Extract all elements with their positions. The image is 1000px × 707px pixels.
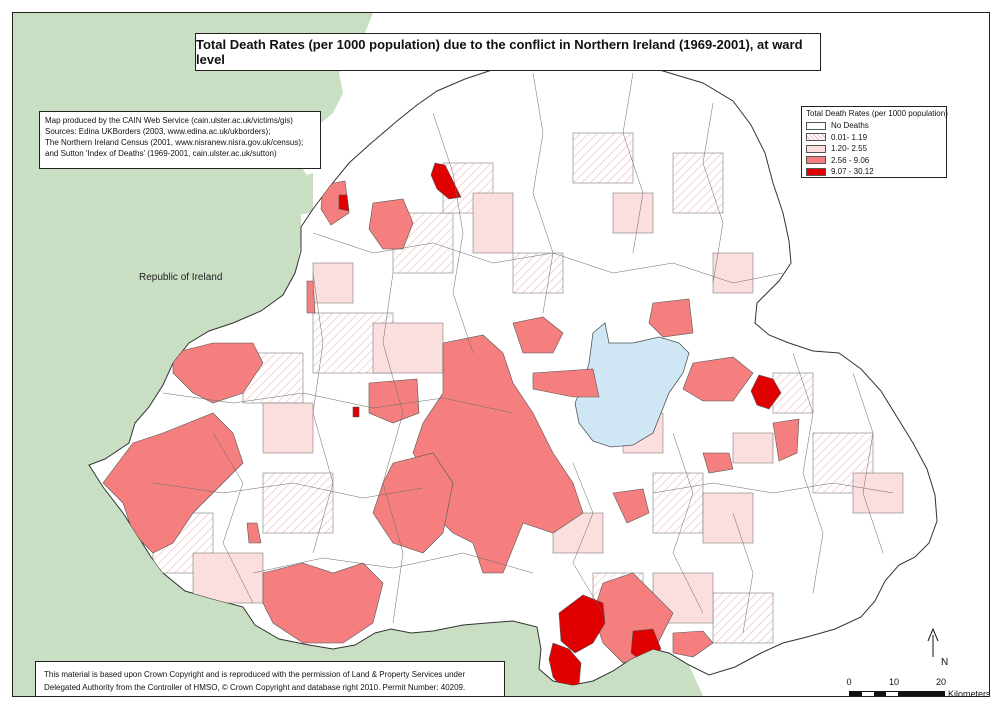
legend-item: 1.20- 2.55: [806, 143, 942, 155]
north-label: N: [935, 639, 955, 669]
roi-coast-donegal: [13, 163, 313, 243]
copyright-line: Delegated Authority from the Controller …: [44, 683, 466, 692]
copyright-line: This material is based upon Crown Copyri…: [44, 670, 466, 679]
scale-tick: 0: [846, 677, 852, 687]
legend-item: 0.01- 1.19: [806, 132, 942, 144]
legend-swatch-no-deaths: [806, 121, 826, 130]
legend-swatch-dark: [806, 167, 826, 176]
north-arrow-icon: [927, 627, 939, 657]
scale-tick: 20: [935, 677, 947, 687]
north-letter: N: [941, 657, 949, 668]
legend-item: No Deaths: [806, 120, 942, 132]
legend-label: 9.07 - 30.12: [831, 167, 874, 177]
source-line: Sources: Edina UKBorders (2003, www.edin…: [45, 127, 271, 136]
legend-swatch-mid: [806, 156, 826, 165]
scale-unit: Kilometers: [948, 689, 990, 697]
legend-label: No Deaths: [831, 121, 869, 131]
legend-label: 1.20- 2.55: [831, 144, 868, 154]
source-info: Map produced by the CAIN Web Service (ca…: [39, 111, 321, 169]
source-line: Map produced by the CAIN Web Service (ca…: [45, 116, 293, 125]
legend-title: Total Death Rates (per 1000 population): [806, 109, 948, 118]
map-frame: Total Death Rates (per 1000 population) …: [12, 12, 990, 697]
region-label: Republic of Ireland: [139, 272, 223, 283]
source-line: and Sutton 'Index of Deaths' (1969-2001,…: [45, 149, 277, 158]
scale-bar: [849, 691, 945, 696]
legend-item: 9.07 - 30.12: [806, 166, 942, 178]
scale-tick: 10: [888, 677, 900, 687]
ward-polygons: [102, 72, 904, 685]
legend: Total Death Rates (per 1000 population) …: [801, 106, 948, 178]
source-line: The Northern Ireland Census (2001, www.n…: [45, 138, 304, 147]
legend-swatch-hatched: [806, 133, 826, 142]
map-title: Total Death Rates (per 1000 population) …: [195, 33, 821, 71]
legend-item: 2.56 - 9.06: [806, 155, 942, 167]
lough-neagh: [574, 322, 690, 448]
legend-label: 2.56 - 9.06: [831, 155, 870, 165]
legend-label: 0.01- 1.19: [831, 132, 868, 142]
copyright-notice: This material is based upon Crown Copyri…: [35, 661, 505, 696]
legend-swatch-light: [806, 144, 826, 153]
scale-bar-icon: 0 10 20 Kilometers: [845, 677, 990, 697]
